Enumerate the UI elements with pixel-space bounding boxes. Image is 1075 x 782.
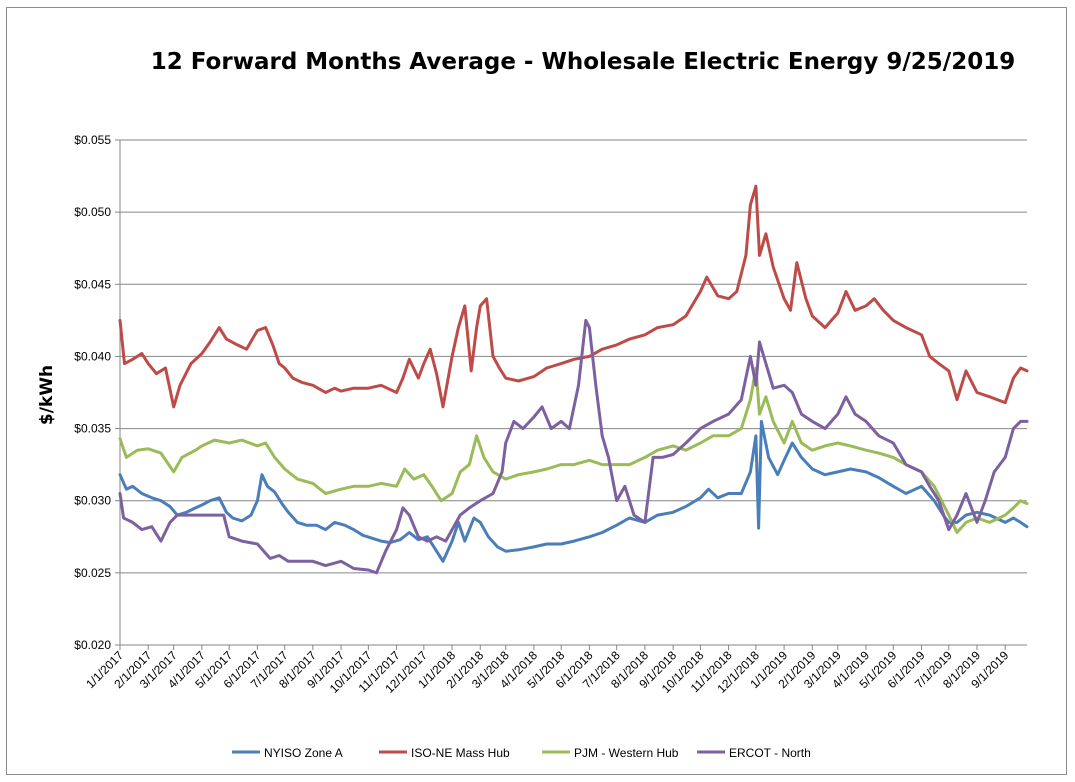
legend-label: ISO-NE Mass Hub — [411, 746, 510, 760]
series-line — [118, 419, 1029, 563]
y-tick-label: $0.020 — [74, 638, 111, 652]
legend-label: PJM - Western Hub — [574, 746, 679, 760]
y-tick-label: $0.035 — [74, 422, 111, 436]
y-tick-label: $0.050 — [74, 205, 111, 219]
chart-title: 12 Forward Months Average - Wholesale El… — [151, 49, 1015, 75]
series-line — [118, 318, 1029, 575]
y-axis-label: $/kWh — [37, 365, 57, 425]
legend-label: NYISO Zone A — [264, 746, 343, 760]
x-axis-ticks: 1/1/20172/1/20173/1/20174/1/20175/1/2017… — [83, 645, 1012, 696]
y-tick-label: $0.040 — [74, 349, 111, 363]
y-tick-label: $0.030 — [74, 494, 111, 508]
y-axis-ticks: $0.055 $0.050 $0.045 $0.040 $0.035 $0.030 $0.0… — [74, 133, 120, 652]
y-tick-label: $0.045 — [74, 277, 111, 291]
axes — [119, 140, 1027, 646]
chart-frame — [6, 7, 1067, 775]
y-tick-label: $0.055 — [74, 133, 111, 147]
y-tick-label: $0.025 — [74, 566, 111, 580]
series-line — [118, 366, 1029, 534]
series-lines — [118, 184, 1029, 575]
legend-label: ERCOT - North — [729, 746, 811, 760]
gridlines — [120, 139, 1027, 646]
series-line — [118, 184, 1029, 409]
legend: NYISO Zone A ISO-NE Mass Hub PJM - Western… — [232, 746, 811, 760]
